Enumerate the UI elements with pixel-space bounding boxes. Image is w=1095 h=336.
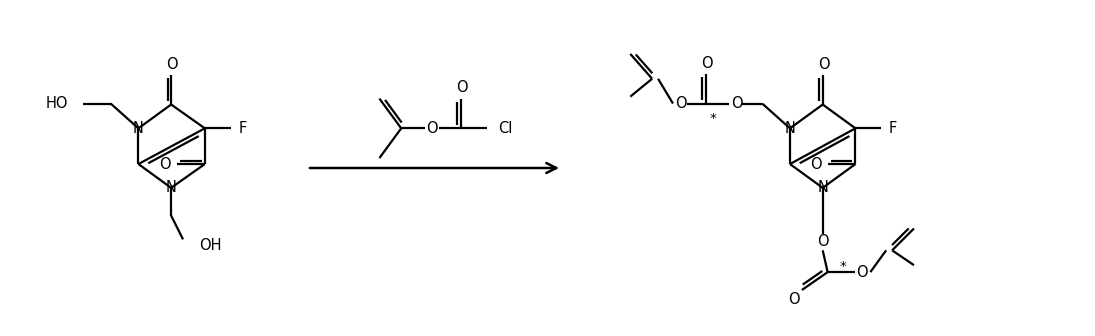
Text: N: N	[132, 121, 143, 136]
Text: *: *	[839, 260, 846, 273]
Text: O: O	[456, 80, 468, 95]
Text: *: *	[710, 112, 716, 125]
Text: N: N	[784, 121, 795, 136]
Text: O: O	[788, 292, 799, 307]
Text: O: O	[818, 57, 830, 72]
Text: O: O	[810, 157, 821, 172]
Text: HO: HO	[46, 96, 68, 111]
Text: O: O	[426, 121, 438, 136]
Text: Cl: Cl	[498, 121, 512, 136]
Text: F: F	[239, 121, 246, 136]
Text: O: O	[817, 234, 829, 249]
Text: O: O	[731, 96, 744, 111]
Text: OH: OH	[199, 238, 221, 253]
Text: O: O	[856, 265, 868, 280]
Text: O: O	[160, 157, 171, 172]
Text: O: O	[166, 57, 178, 72]
Text: N: N	[165, 180, 176, 195]
Text: O: O	[701, 56, 713, 71]
Text: F: F	[889, 121, 897, 136]
Text: O: O	[676, 96, 687, 111]
Text: N: N	[817, 180, 828, 195]
